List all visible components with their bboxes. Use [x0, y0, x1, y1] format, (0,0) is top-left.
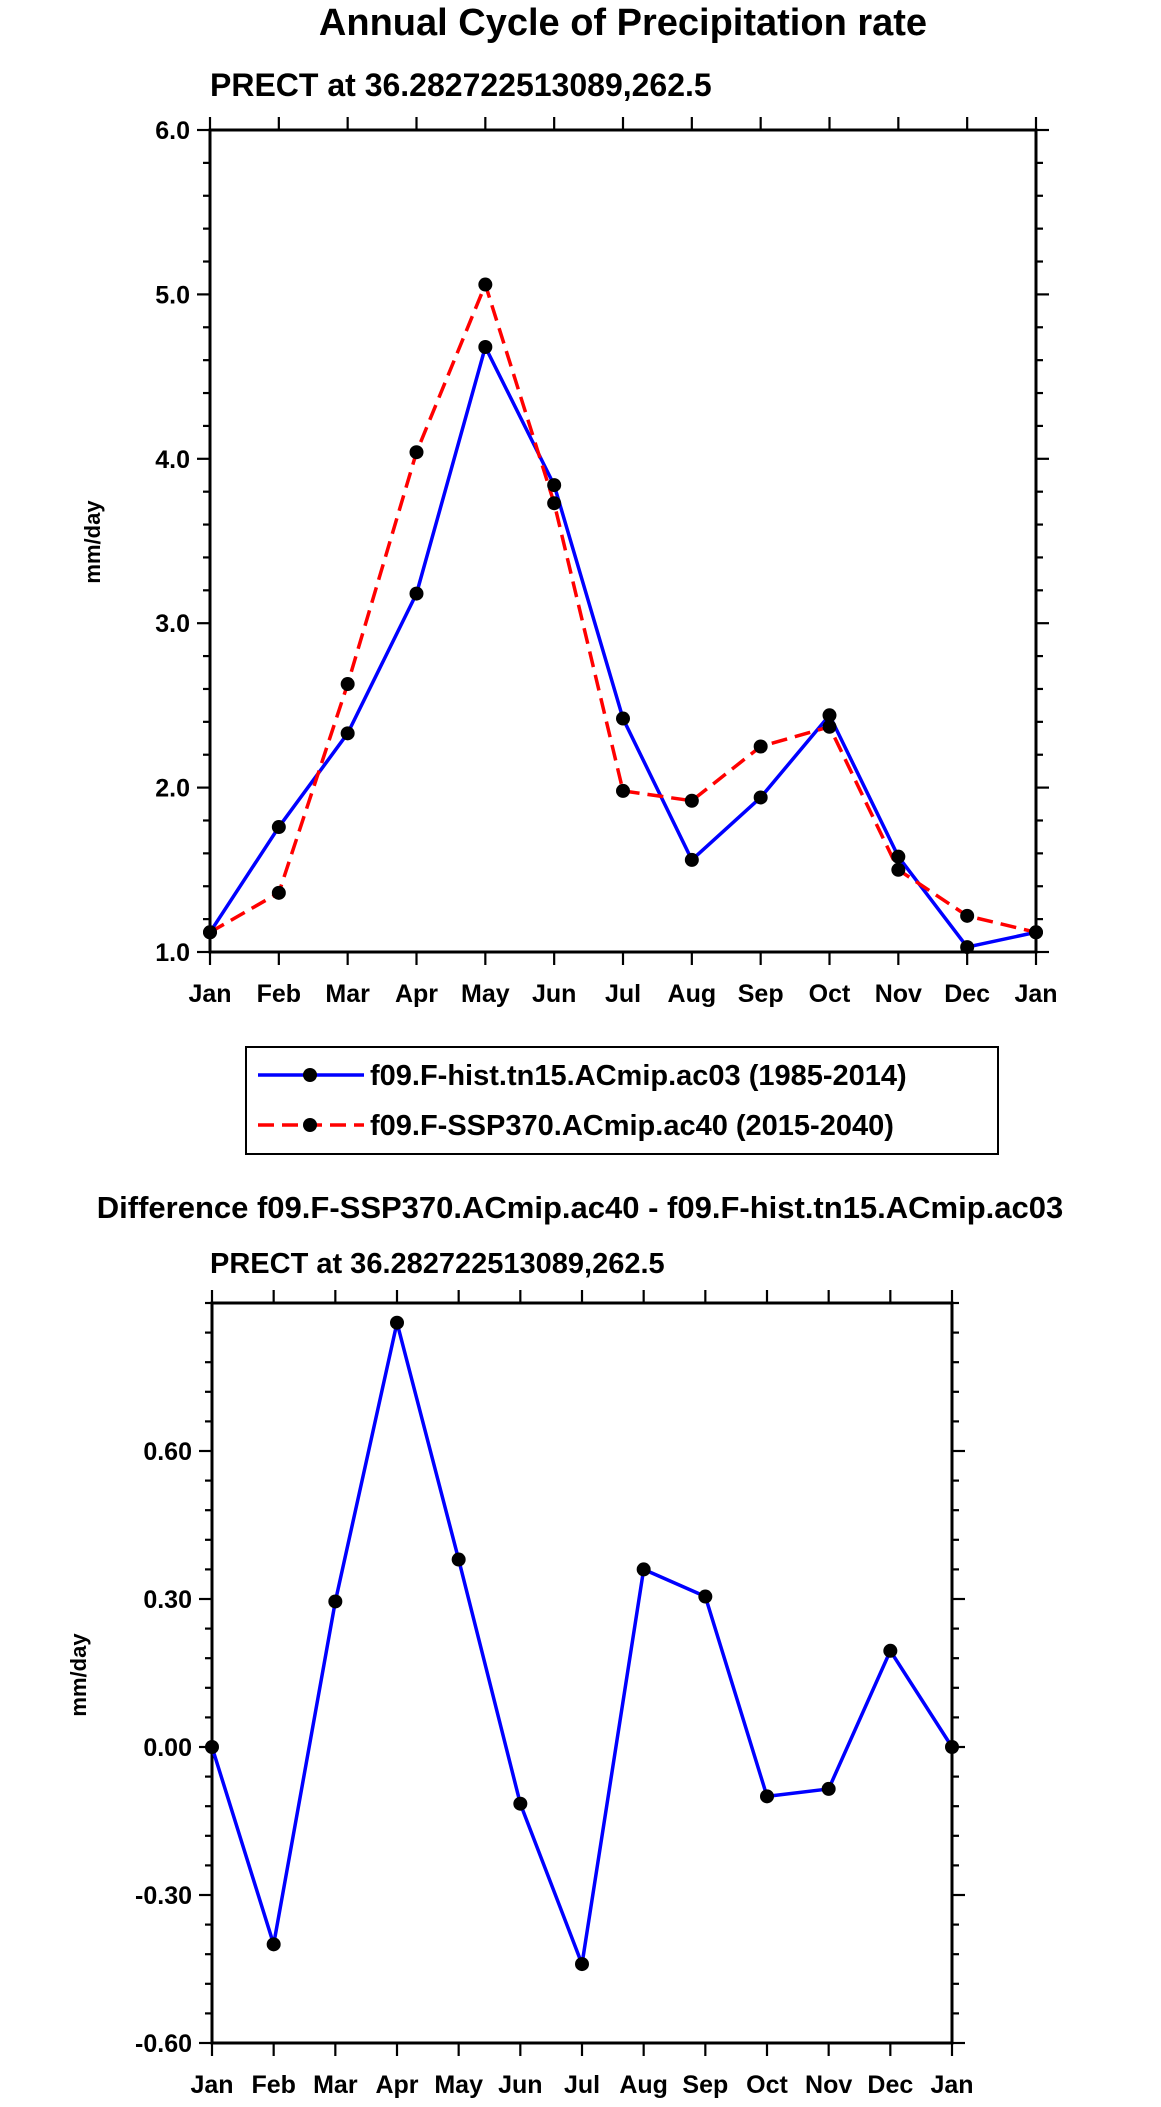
chart1-xtick-label: Jan: [188, 980, 231, 1008]
chart1-xtick-label: Aug: [668, 980, 717, 1008]
chart2-ylabel: mm/day: [66, 1633, 91, 1717]
chart2-xtick-label: Nov: [805, 2071, 852, 2099]
chart2-xtick-label: Jul: [564, 2071, 600, 2099]
chart1-legend: f09.F-hist.tn15.ACmip.ac03 (1985-2014) f…: [245, 1046, 999, 1155]
chart2-ytick-label: -0.60: [135, 2030, 192, 2058]
chart2-point-s0-6: [575, 1957, 589, 1972]
chart1-ytick-label: 2.0: [155, 775, 190, 803]
legend-marker-ssp: [303, 1118, 317, 1132]
chart2-xtick-label: Feb: [251, 2071, 295, 2099]
chart1-series-line-0: [208, 345, 1037, 949]
chart1-point-s0-5: [547, 478, 562, 493]
chart1-xtick-label: Jan: [1014, 980, 1057, 1008]
chart1-ytick-label: 4.0: [155, 446, 190, 474]
chart1-point-s1-1: [271, 885, 286, 900]
chart2-point-s0-4: [451, 1552, 466, 1567]
chart2-ytick-label: 0.30: [143, 1586, 192, 1614]
chart1-point-s0-11: [960, 940, 975, 955]
chart1-point-s1-4: [478, 277, 493, 292]
chart2-ytick-label: -0.30: [135, 1882, 192, 1910]
chart2-xtick-label: Aug: [619, 2071, 668, 2099]
chart1-ytick-label: 5.0: [155, 281, 190, 309]
chart2-point-s0-9: [760, 1789, 774, 1804]
chart1-title: Annual Cycle of Precipitation rate: [319, 2, 927, 44]
chart2-point-s0-2: [328, 1594, 343, 1609]
legend-label-ssp: f09.F-SSP370.ACmip.ac40 (2015-2040): [370, 1110, 894, 1142]
chart1-xtick-label: Oct: [809, 980, 851, 1008]
chart2-point-s0-8: [698, 1589, 713, 1604]
chart2-xtick-label: Sep: [682, 2071, 728, 2099]
chart1-point-s0-7: [684, 852, 699, 867]
chart1-subtitle: PRECT at 36.282722513089,262.5: [210, 67, 712, 103]
chart2-point-s0-3: [390, 1315, 404, 1330]
chart2-xtick-label: Dec: [867, 2071, 913, 2099]
chart1-point-s0-9: [822, 708, 837, 723]
chart1-xtick-label: Mar: [325, 980, 370, 1008]
chart1-point-s1-6: [616, 783, 630, 798]
legend-label-hist: f09.F-hist.tn15.ACmip.ac03 (1985-2014): [370, 1060, 907, 1092]
chart1-point-s0-3: [409, 586, 424, 601]
chart1-point-s1-3: [409, 445, 424, 460]
chart2-point-s0-7: [636, 1562, 651, 1577]
chart1-point-s1-8: [753, 739, 768, 754]
chart1-point-s1-0: [203, 925, 217, 940]
chart1-ylabel: mm/day: [80, 500, 105, 584]
chart1-xtick-label: Feb: [257, 980, 301, 1008]
chart1-point-s1-10: [891, 862, 906, 877]
chart2-point-s0-12: [945, 1740, 959, 1754]
chart1-point-s0-6: [616, 711, 630, 726]
chart1-point-s1-5: [547, 496, 562, 511]
chart2-ytick-label: 0.60: [143, 1438, 192, 1466]
chart2-subtitle: PRECT at 36.282722513089,262.5: [210, 1248, 665, 1280]
chart1-point-s1-2: [340, 677, 355, 692]
chart1-ytick-label: 1.0: [155, 939, 190, 967]
chart2-xtick-label: Oct: [746, 2071, 788, 2099]
chart2-point-s0-5: [513, 1796, 528, 1811]
chart2-xtick-label: Jun: [498, 2071, 542, 2099]
chart1-ytick-label: 3.0: [155, 610, 190, 638]
chart2-plot-area: Jan Feb Mar Apr May Jun Jul Aug Sep Oct Nov Dec Jan -…: [135, 1290, 974, 2099]
chart2-point-s0-11: [883, 1643, 898, 1658]
chart1-point-s0-10: [891, 849, 906, 864]
chart1-point-s1-11: [960, 908, 975, 923]
chart2-point-s0-10: [821, 1781, 836, 1796]
chart1-ytick-label: 6.0: [155, 117, 190, 145]
chart1-point-s0-1: [271, 820, 286, 835]
chart2-xtick-label: Jan: [930, 2071, 973, 2099]
legend-marker-hist: [303, 1068, 317, 1082]
chart1-point-s0-2: [340, 726, 355, 741]
chart2-xtick-label: May: [434, 2071, 483, 2099]
chart1-point-s1-12: [1029, 925, 1043, 940]
chart1-xtick-label: Sep: [738, 980, 784, 1008]
chart1-plot-area: Jan Feb Mar Apr May Jun Jul Aug Sep Oct Nov Dec Jan 1…: [155, 117, 1058, 1008]
legend-box: [245, 1046, 999, 1155]
chart1-xtick-label: Apr: [395, 980, 438, 1008]
chart2-xtick-label: Jan: [190, 2071, 233, 2099]
chart1-point-s1-9: [822, 719, 837, 734]
chart2-xtick-label: Apr: [375, 2071, 418, 2099]
chart2-ytick-label: 0.00: [143, 1734, 192, 1762]
chart2-series-line-0: [210, 1320, 954, 1966]
chart2-point-s0-1: [266, 1937, 281, 1952]
chart1-xtick-label: May: [461, 980, 510, 1008]
chart1-point-s0-4: [478, 340, 493, 355]
chart1-point-s1-7: [684, 793, 699, 808]
chart1-point-s0-8: [753, 790, 768, 805]
chart1-frame: [208, 128, 1038, 954]
chart2-point-s0-0: [205, 1740, 219, 1754]
chart1-series-line-1: [209, 282, 1037, 934]
chart1-xtick-label: Dec: [944, 980, 990, 1008]
chart1-xtick-label: Jun: [532, 980, 576, 1008]
chart2-xtick-label: Mar: [313, 2071, 358, 2099]
chart1-xtick-label: Nov: [875, 980, 922, 1008]
chart2-title: Difference f09.F-SSP370.ACmip.ac40 - f09…: [97, 1190, 1064, 1225]
chart1-xtick-label: Jul: [605, 980, 641, 1008]
